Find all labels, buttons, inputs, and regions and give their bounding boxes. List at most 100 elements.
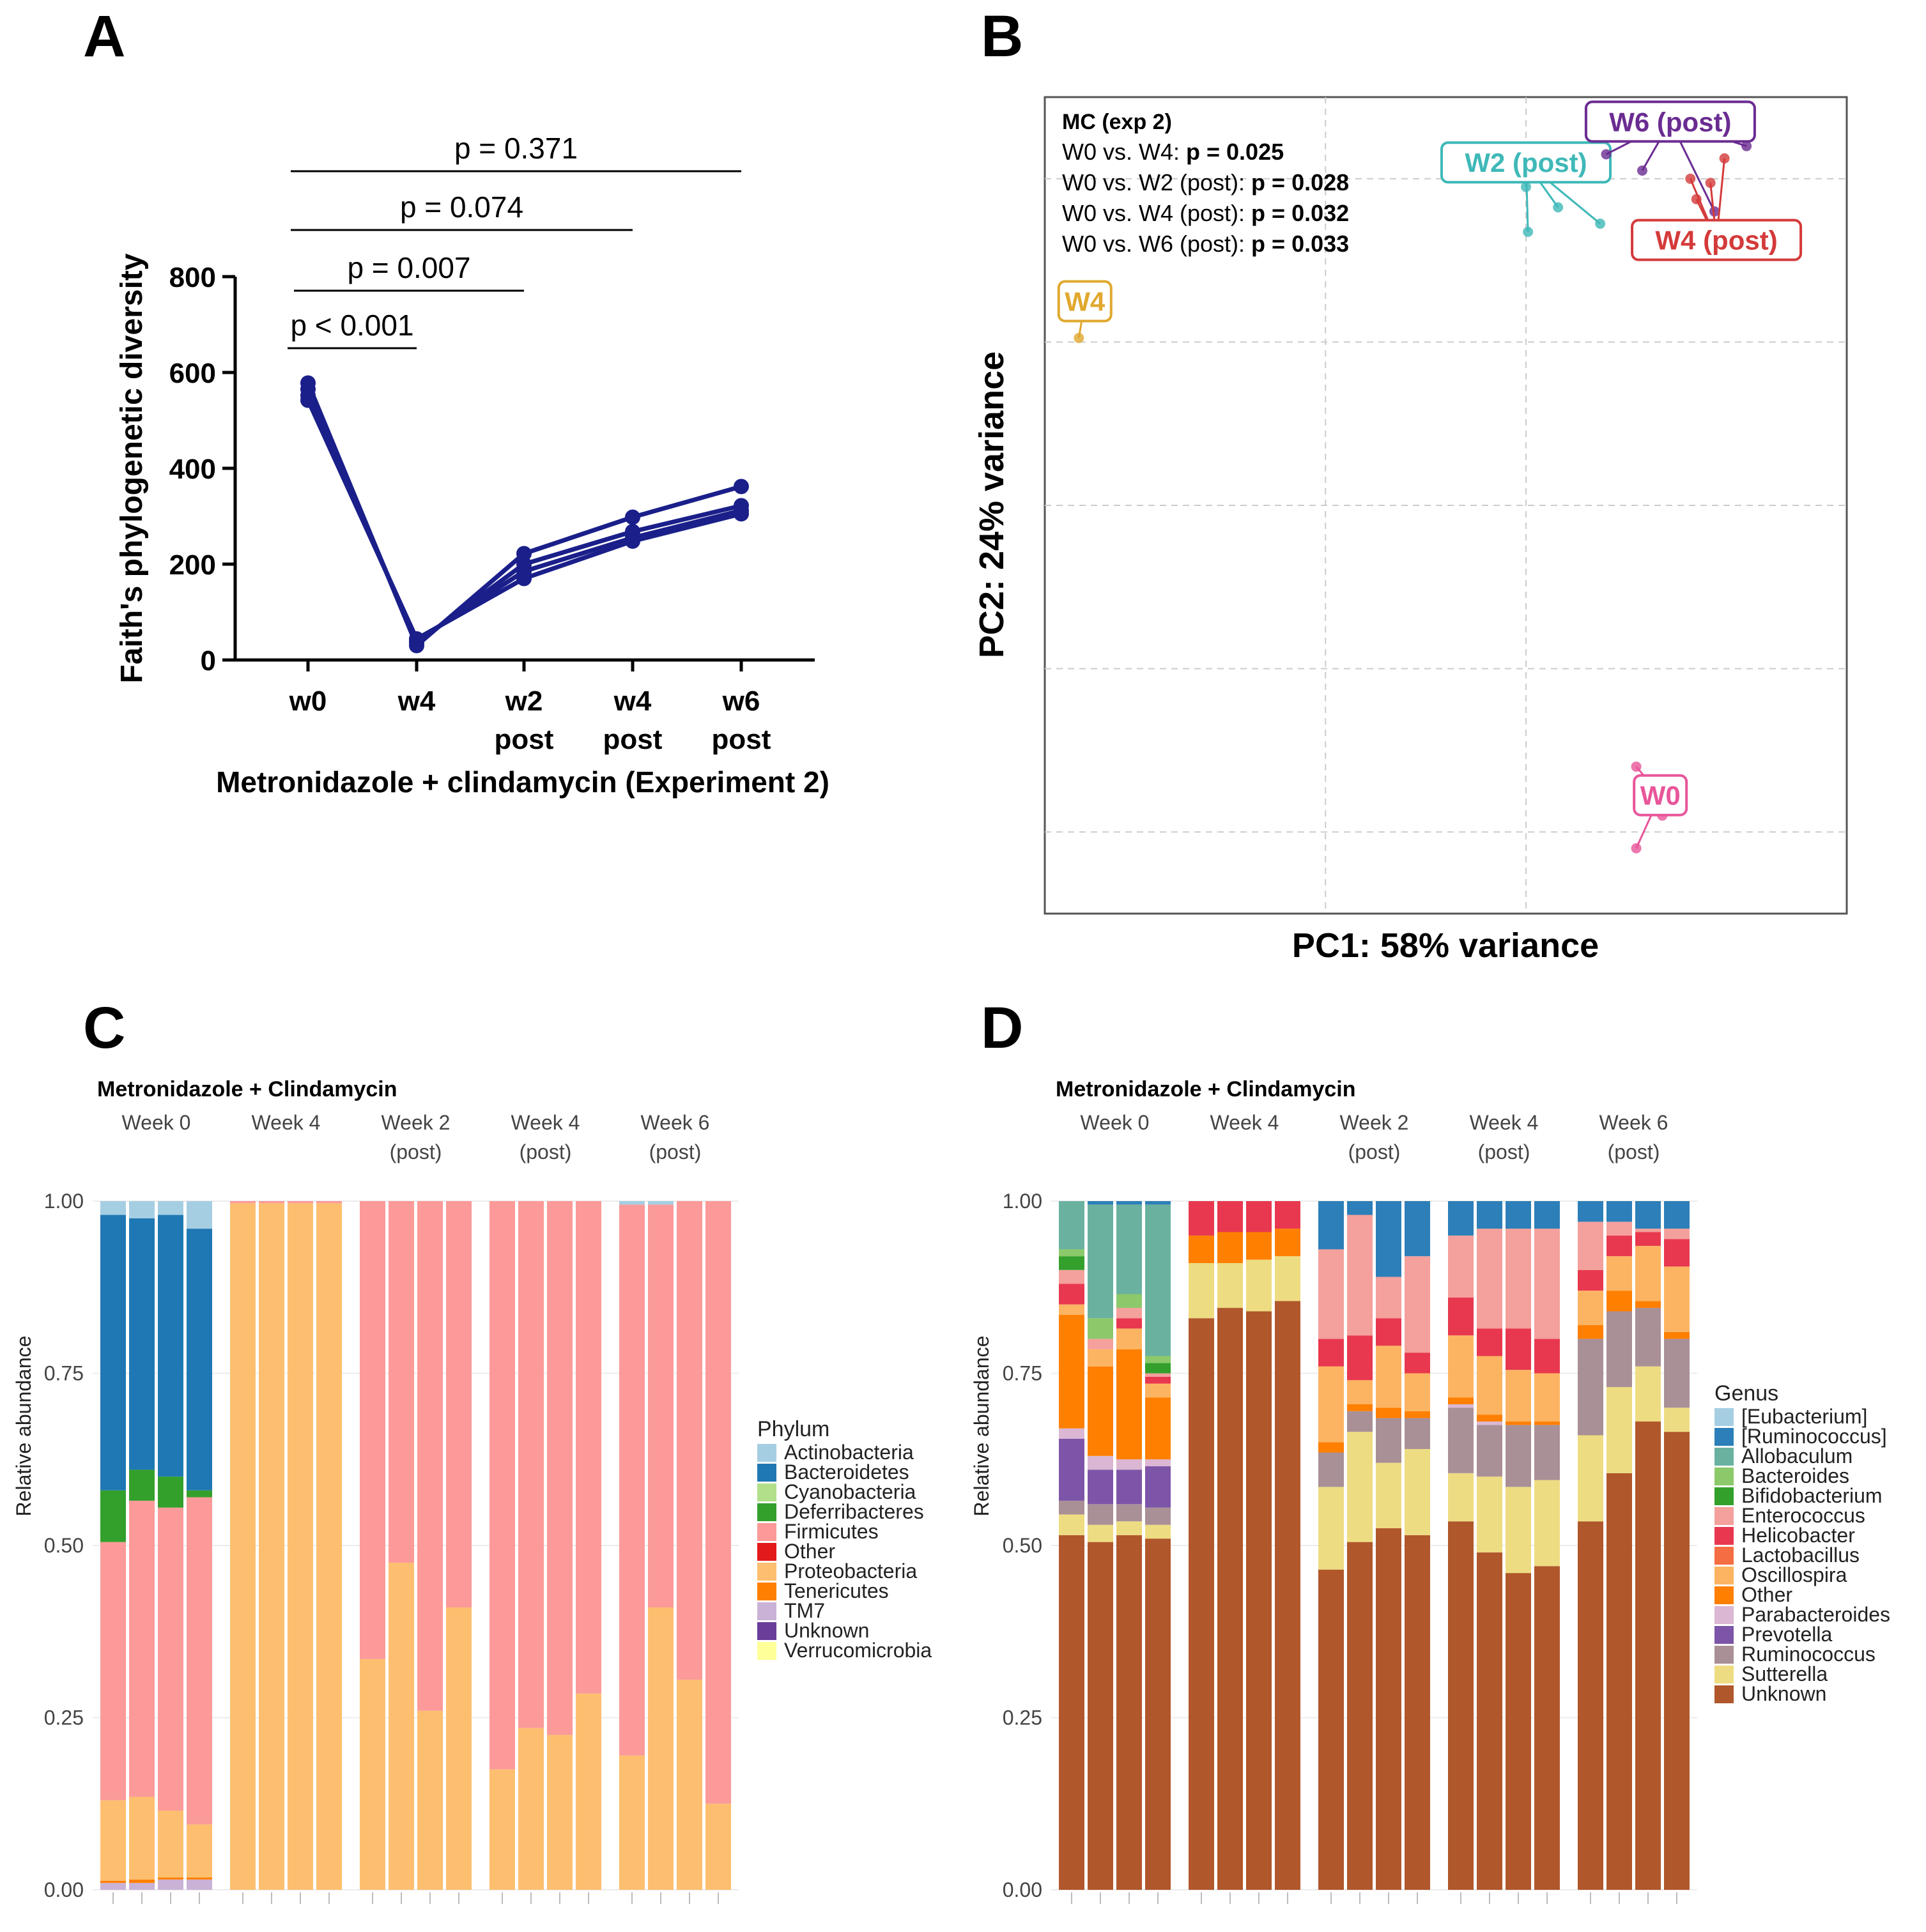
panel-a-p-value: p < 0.001 [290, 309, 413, 342]
d-bar-segment [1477, 1552, 1502, 1890]
panel-a-x-axis-title: Metronidazole + clindamycin (Experiment … [216, 765, 829, 799]
c-bar-segment [648, 1201, 674, 1205]
d-bar-segment [1506, 1328, 1531, 1370]
panel-b-group-label: W2 (post) [1465, 148, 1587, 178]
d-bar-segment [1578, 1338, 1603, 1436]
d-bar-segment [1477, 1328, 1502, 1356]
d-bar-segment [1477, 1229, 1502, 1329]
d-bar-segment [1635, 1232, 1661, 1246]
d-bar-segment [1088, 1469, 1113, 1505]
d-bar-segment [1448, 1201, 1474, 1236]
panel-a-data-point [625, 509, 640, 525]
d-bar-segment [1275, 1301, 1300, 1890]
panel-b-data-point [1595, 218, 1606, 229]
d-bar-segment [1405, 1411, 1430, 1418]
c-legend-swatch [757, 1583, 776, 1600]
c-bar-segment [187, 1824, 212, 1878]
panel-b-data-point [1719, 153, 1730, 164]
d-legend-swatch [1714, 1606, 1734, 1624]
d-bar-segment [1246, 1311, 1272, 1890]
panel-a-y-tick-label: 400 [169, 454, 216, 485]
panel-b-group-label-box [1633, 774, 1688, 816]
d-bar-segment [1189, 1263, 1214, 1319]
c-y-tick-label: 0.00 [44, 1878, 84, 1901]
d-bar-segment [1635, 1201, 1661, 1229]
d-bar-segment [1116, 1204, 1142, 1294]
d-legend-label: Oscillospira [1741, 1563, 1847, 1586]
c-group-label: (post) [390, 1140, 442, 1163]
panel-a-x-tick-label: w4 [613, 686, 652, 717]
panel-a-x-tick-label: post [712, 724, 771, 755]
d-bar-segment [1405, 1201, 1430, 1257]
d-bar-segment [1376, 1407, 1401, 1418]
d-bar-segment [1534, 1566, 1560, 1890]
d-bar-segment [1448, 1407, 1474, 1473]
d-bar-segment [1145, 1466, 1171, 1508]
c-bar-segment [100, 1215, 126, 1491]
d-bar-segment [1606, 1387, 1632, 1473]
c-legend-label: Actinobacteria [784, 1441, 914, 1464]
panel-b-stat-p-value: p = 0.025 [1186, 139, 1284, 165]
d-bar-segment [1116, 1469, 1142, 1505]
d-bar-segment [1059, 1201, 1084, 1250]
d-bar-segment [1145, 1538, 1171, 1890]
d-bar-segment [1145, 1356, 1171, 1363]
d-bar-segment [1347, 1411, 1373, 1432]
d-bar-segment [1506, 1201, 1531, 1229]
d-legend-swatch [1714, 1586, 1734, 1604]
d-y-tick-label: 0.75 [1003, 1362, 1042, 1385]
d-bar-segment [1534, 1421, 1560, 1425]
d-bar-segment [1347, 1335, 1373, 1381]
c-bar-segment [129, 1879, 155, 1883]
c-bar-segment [360, 1659, 385, 1890]
c-bar-segment [705, 1201, 731, 1804]
c-bar-segment [187, 1229, 212, 1491]
panel-a-x-tick-label: w2 [505, 686, 543, 717]
panel-b-stat-line: W0 vs. W4 (post): p = 0.032 [1062, 200, 1349, 226]
d-bar-segment [1506, 1370, 1531, 1422]
c-group-label: (post) [520, 1140, 572, 1163]
d-bar-segment [1059, 1269, 1084, 1284]
d-bar-segment [1664, 1201, 1690, 1229]
panel-letter-b: B [981, 4, 1023, 69]
d-bar-segment [1534, 1425, 1560, 1480]
d-legend-swatch [1714, 1487, 1734, 1505]
c-legend-swatch [757, 1523, 776, 1541]
c-y-tick-label: 1.00 [44, 1190, 84, 1213]
c-bar-segment [158, 1215, 183, 1477]
d-bar-segment [1534, 1480, 1560, 1567]
d-bar-segment [1477, 1414, 1502, 1422]
c-bar-segment [619, 1755, 645, 1890]
panel-a-y-tick-label: 600 [169, 358, 216, 389]
d-bar-segment [1275, 1201, 1300, 1229]
c-group-label: Week 6 [641, 1111, 710, 1134]
d-legend-label: Unknown [1741, 1682, 1826, 1705]
d-bar-segment [1606, 1311, 1632, 1388]
d-bar-segment [1059, 1249, 1084, 1257]
c-bar-segment [129, 1218, 155, 1470]
panel-b-data-point [1709, 206, 1720, 217]
panel-b-stat-line: W0 vs. W4: p = 0.025 [1062, 139, 1284, 165]
c-bar-segment [158, 1507, 183, 1811]
d-bar-segment [1088, 1504, 1113, 1525]
panel-c-y-axis-title: Relative abundance [12, 1336, 35, 1517]
panel-b-group-label: W0 [1640, 781, 1681, 811]
panel-b-data-point [1074, 333, 1084, 344]
c-bar-segment [489, 1201, 515, 1770]
panel-d-title: Metronidazole + Clindamycin [1056, 1077, 1355, 1101]
c-legend-label: Unknown [784, 1619, 869, 1642]
d-legend-label: Parabacteroides [1741, 1603, 1890, 1626]
c-y-tick-label: 0.25 [44, 1706, 84, 1729]
d-bar-segment [1059, 1314, 1084, 1429]
panel-b-group-label-box [1584, 100, 1756, 143]
d-bar-segment [1376, 1318, 1401, 1346]
d-bar-segment [1116, 1294, 1142, 1308]
d-bar-segment [1116, 1349, 1142, 1460]
d-bar-segment [1116, 1328, 1142, 1349]
c-legend-label: Tenericutes [784, 1579, 889, 1602]
d-legend-swatch [1714, 1626, 1734, 1644]
d-bar-segment [1059, 1284, 1084, 1305]
c-bar-segment [100, 1883, 126, 1890]
d-bar-segment [1059, 1535, 1084, 1890]
panel-a-data-point [300, 392, 316, 408]
